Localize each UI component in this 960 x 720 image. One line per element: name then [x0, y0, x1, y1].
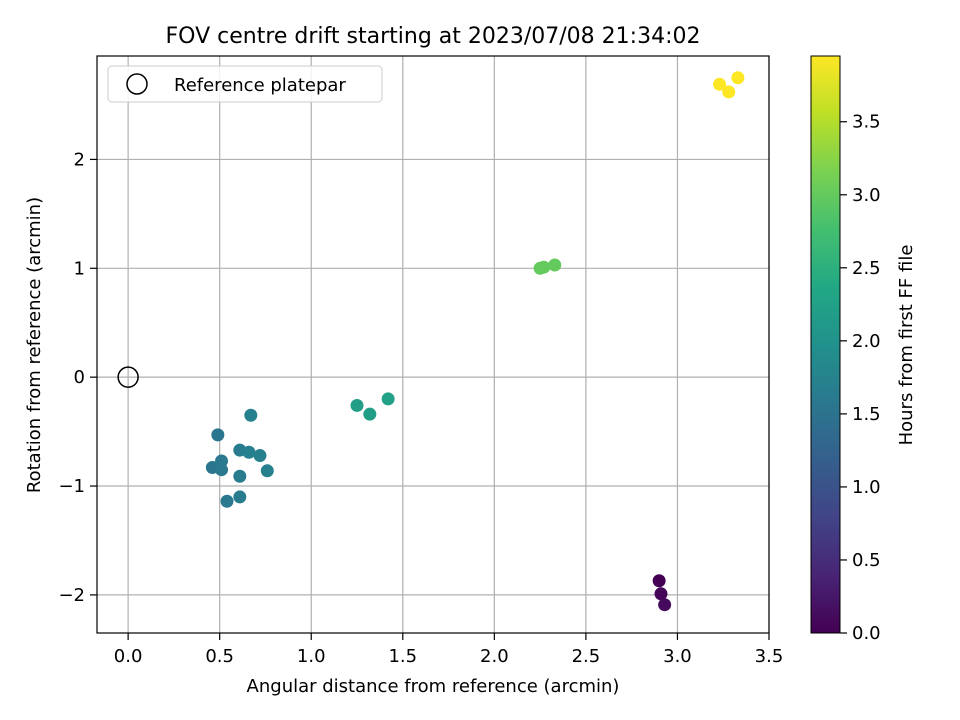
scatter-point [233, 469, 247, 483]
scatter-point [537, 260, 551, 274]
colorbar-tick-label: 0.5 [852, 550, 881, 571]
x-axis-ticks: 0.0 0.5 1.0 1.5 2.0 2.5 3.0 3.5 [114, 633, 784, 667]
x-tick-label: 2.5 [572, 646, 601, 667]
x-tick-label: 2.0 [480, 646, 509, 667]
scatter-point [658, 598, 672, 612]
legend-box [107, 65, 383, 103]
y-tick-label: 1 [74, 258, 85, 279]
y-tick-label: −1 [58, 476, 85, 497]
scatter-point [242, 445, 256, 459]
legend-label: Reference platepar [174, 75, 346, 96]
x-tick-label: 0.5 [205, 646, 234, 667]
colorbar-tick-label: 1.0 [852, 477, 881, 498]
x-axis-label: Angular distance from reference (arcmin) [247, 676, 620, 697]
scatter-point [731, 71, 745, 85]
scatter-point [233, 490, 247, 504]
y-axis-ticks: −2 −1 0 1 2 [58, 149, 97, 606]
reference-point [117, 366, 139, 388]
x-tick-label: 0.0 [114, 646, 143, 667]
y-tick-label: 0 [74, 367, 85, 388]
scatter-point [652, 574, 666, 588]
colorbar-tick-label: 3.0 [852, 185, 881, 206]
scatter-point [253, 449, 267, 463]
scatter-points [205, 71, 745, 612]
chart-title: FOV centre drift starting at 2023/07/08 … [166, 24, 701, 49]
colorbar: 0.0 0.5 1.0 1.5 2.0 2.5 3.0 3.5 Hours from firs… [810, 55, 917, 644]
scatter-point [654, 587, 668, 601]
y-axis-label: Rotation from reference (arcmin) [24, 197, 45, 493]
scatter-point [220, 494, 234, 508]
scatter-point [350, 398, 364, 412]
colorbar-label: Hours from first FF file [896, 245, 917, 446]
scatter-point [713, 77, 727, 91]
scatter-point [211, 428, 225, 442]
plot-frame [96, 55, 770, 634]
scatter-point [548, 258, 562, 272]
colorbar-tick-label: 0.0 [852, 623, 881, 644]
legend-marker [126, 73, 148, 95]
scatter-point [244, 408, 258, 422]
scatter-point [260, 464, 274, 478]
y-tick-label: −2 [58, 585, 85, 606]
legend: Reference platepar [107, 65, 383, 103]
scatter-point [363, 407, 377, 421]
colorbar-gradient [810, 55, 841, 634]
x-tick-label: 3.0 [663, 646, 692, 667]
colorbar-tick-label: 3.5 [852, 112, 881, 133]
x-tick-label: 3.5 [755, 646, 784, 667]
scatter-point [215, 463, 229, 477]
reference-marker [117, 366, 139, 388]
x-tick-label: 1.5 [388, 646, 417, 667]
colorbar-ticks: 0.0 0.5 1.0 1.5 2.0 2.5 3.0 3.5 [840, 112, 881, 644]
scatter-point [722, 85, 736, 99]
colorbar-tick-label: 1.5 [852, 404, 881, 425]
grid [97, 56, 770, 633]
colorbar-tick-label: 2.5 [852, 258, 881, 279]
y-tick-label: 2 [74, 149, 85, 170]
x-tick-label: 1.0 [297, 646, 326, 667]
colorbar-tick-label: 2.0 [852, 331, 881, 352]
scatter-point [381, 392, 395, 406]
